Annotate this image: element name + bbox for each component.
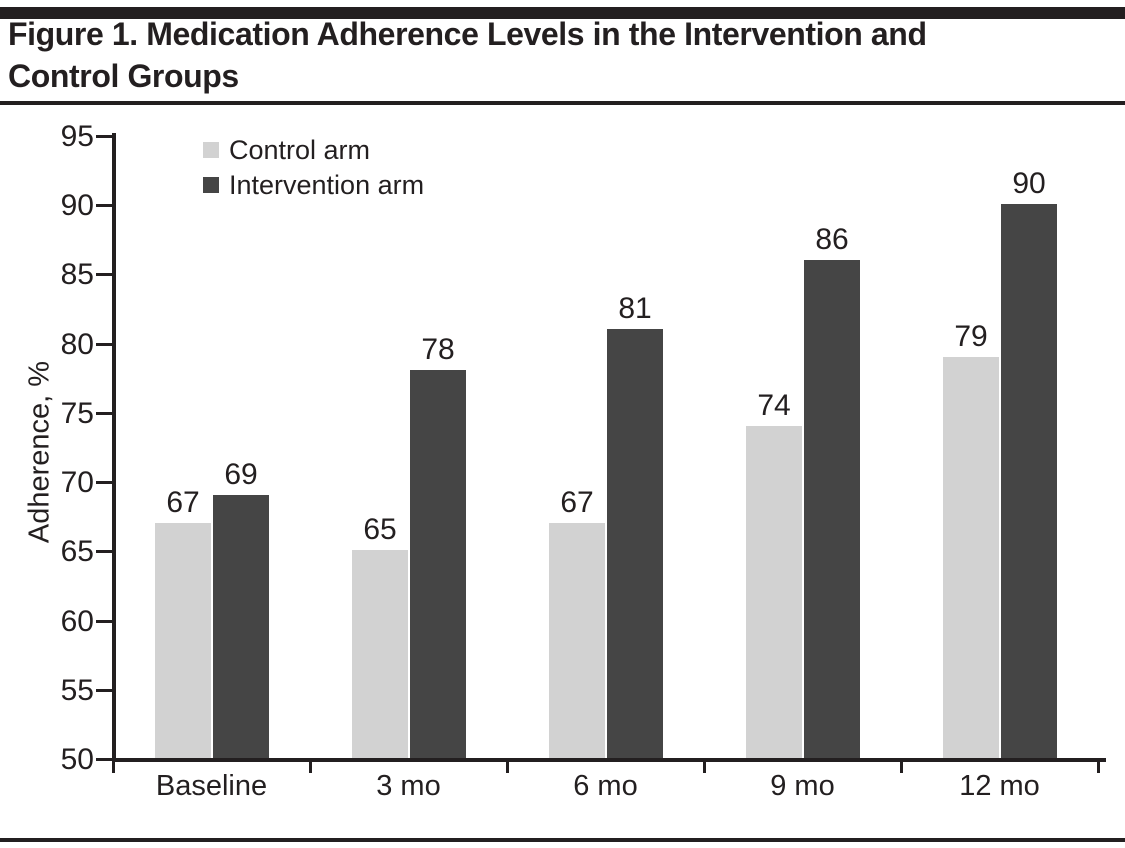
figure-title-line-1: Figure 1. Medication Adherence Levels in… [8, 16, 927, 52]
y-tick-label: 60 [60, 605, 94, 638]
x-axis-label-baseline: Baseline [155, 770, 268, 802]
legend-label-control-arm: Control arm [229, 134, 371, 165]
x-tick [900, 758, 903, 773]
y-tick [96, 135, 112, 138]
y-tick-label: 55 [60, 674, 94, 707]
y-axis-title: Adherence, % [23, 360, 56, 544]
bar-value-label-intervention-arm-9-mo: 86 [815, 223, 849, 256]
x-tick [1097, 758, 1100, 773]
bar-control-arm-9-mo [746, 426, 802, 758]
y-tick-label: 75 [60, 397, 94, 430]
y-tick [96, 412, 112, 415]
bar-value-label-intervention-arm-6-mo: 81 [618, 292, 652, 325]
bar-control-arm-12-mo [943, 357, 999, 758]
bar-control-arm-6-mo [549, 523, 605, 758]
figure-top-rule [0, 7, 1125, 19]
y-tick-label: 95 [60, 120, 94, 153]
bar-value-label-intervention-arm-3-mo: 78 [421, 333, 455, 366]
legend-item-control-arm: Control arm [203, 134, 371, 165]
bar-intervention-arm-12-mo [1001, 204, 1057, 758]
y-tick [96, 273, 112, 276]
bar-intervention-arm-6-mo [607, 329, 663, 758]
figure-title: Figure 1. Medication Adherence Levels in… [8, 13, 1068, 97]
y-tick [96, 204, 112, 207]
bar-intervention-arm-baseline [213, 495, 269, 758]
x-axis-line [112, 758, 1106, 762]
y-tick [96, 343, 112, 346]
y-axis-line [112, 133, 116, 762]
bar-control-arm-baseline [155, 523, 211, 758]
x-tick [703, 758, 706, 773]
bar-value-label-intervention-arm-12-mo: 90 [1012, 167, 1046, 200]
x-tick [506, 758, 509, 773]
y-tick [96, 481, 112, 484]
legend-swatch-intervention-arm [203, 177, 219, 193]
x-tick [112, 758, 115, 773]
x-tick [309, 758, 312, 773]
figure-bottom-rule [0, 838, 1125, 842]
bar-value-label-control-arm-baseline: 67 [166, 486, 200, 519]
title-separator-rule [0, 101, 1125, 105]
bar-intervention-arm-9-mo [804, 260, 860, 758]
x-axis-label-3-mo: 3 mo [376, 770, 441, 802]
bar-control-arm-3-mo [352, 550, 408, 758]
bar-intervention-arm-3-mo [410, 370, 466, 758]
y-tick [96, 758, 112, 761]
bar-value-label-control-arm-6-mo: 67 [560, 486, 594, 519]
bar-value-label-control-arm-3-mo: 65 [363, 513, 397, 546]
y-tick-label: 85 [60, 258, 94, 291]
y-tick-label: 80 [60, 328, 94, 361]
legend-item-intervention-arm: Intervention arm [203, 169, 425, 200]
y-tick-label: 90 [60, 189, 94, 222]
bar-value-label-control-arm-9-mo: 74 [757, 389, 791, 422]
y-tick [96, 689, 112, 692]
y-tick-label: 50 [60, 743, 94, 776]
legend-swatch-control-arm [203, 142, 219, 158]
x-axis-label-6-mo: 6 mo [573, 770, 638, 802]
figure-title-line-2: Control Groups [8, 58, 239, 94]
bar-value-label-control-arm-12-mo: 79 [954, 320, 988, 353]
y-tick [96, 620, 112, 623]
legend-label-intervention-arm: Intervention arm [229, 169, 425, 200]
y-tick [96, 550, 112, 553]
x-axis-label-9-mo: 9 mo [770, 770, 835, 802]
x-axis-label-12-mo: 12 mo [959, 770, 1040, 802]
y-tick-label: 70 [60, 466, 94, 499]
bar-value-label-intervention-arm-baseline: 69 [224, 458, 258, 491]
y-tick-label: 65 [60, 535, 94, 568]
